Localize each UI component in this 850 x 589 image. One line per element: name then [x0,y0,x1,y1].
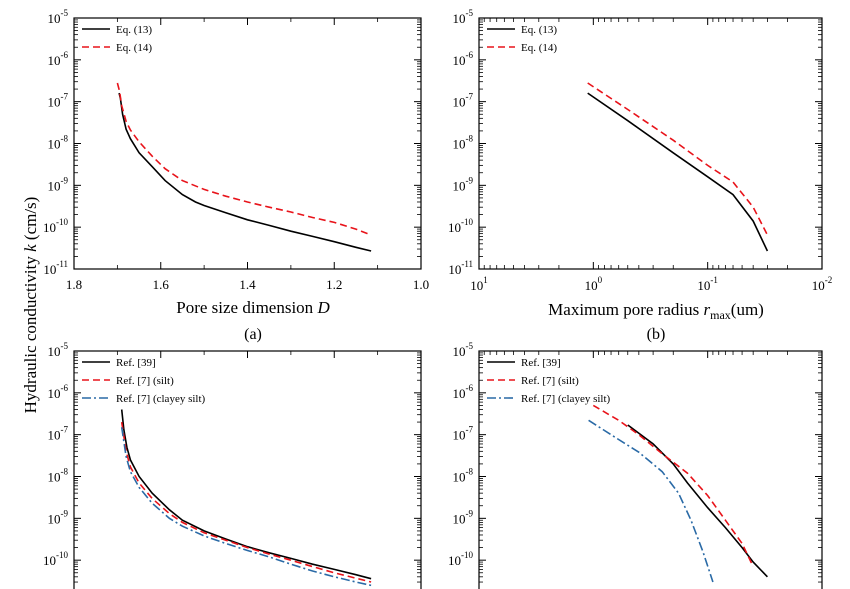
panel-tag-a: (a) [244,326,262,343]
panel-c-y-tick-label: 10-8 [48,467,69,485]
panel-a-y-tick-label: 10-5 [48,8,69,26]
y-axis-label-k: k [21,244,40,252]
panel-b-frame [478,17,823,270]
panel-a-x-tick-label: 1.6 [153,277,170,292]
panel-a-x-tick-label: 1.4 [239,277,256,292]
panel-a-y-tick-label: 10-9 [48,175,69,193]
panel-d-y-tick-label: 10-7 [453,425,474,443]
panel-a-y-tick-label: 10-6 [48,50,69,68]
panel-d: 10-10 10-9 10-8 10-7 10-6 10-5 Ref. [39] Ref. [… [448,341,823,589]
panel-b-y-tick-label: 10-6 [453,50,474,68]
panel-a-y-tick-label: 10-8 [48,134,69,152]
panel-d-series-line-1 [627,424,768,578]
x-axis-title-b-main: Maximum pore radius [548,300,703,319]
panel-b-legend-label-2: Eq. (14) [521,42,557,54]
panel-c-series-line-3 [120,427,372,587]
panel-a-y-tick-label: 10-7 [48,92,69,110]
panel-b-y-tick-label: 10-5 [453,8,474,26]
x-axis-title-b-unit: (um) [731,300,764,319]
panel-b-y-tick-label: 10-9 [453,175,474,193]
panel-d-y-tick-label: 10-8 [453,467,474,485]
y-axis-label: Hydraulic conductivity k (cm/s) [21,197,40,414]
x-axis-title-a-main: Pore size dimension [176,298,317,317]
x-axis-title-b-var: r [704,300,711,319]
panel-b-series-line-1 [587,92,769,252]
panel-c-legend-label-3: Ref. [7] (clayey silt) [116,393,206,405]
panel-a-x-tick-label: 1.0 [413,277,429,292]
panel-c-legend-label-2: Ref. [7] (silt) [116,375,174,387]
y-axis-label-group: Hydraulic conductivity k (cm/s) [21,197,40,414]
y-axis-label-main: Hydraulic conductivity [21,252,40,413]
panel-b-x-tick-label: 10-1 [697,275,718,293]
x-axis-title-a: Pore size dimension D (a) [176,298,330,343]
panel-d-series-line-2 [592,404,754,567]
panel-c: 10-10 10-9 10-8 10-7 10-6 10-5 Ref. [39] Ref. [… [43,341,422,589]
panel-b-legend-label-1: Eq. (13) [521,24,557,36]
panel-c-legend-label-1: Ref. [39] [116,357,156,369]
panel-b: 10-11 10-10 10-9 10-8 10-7 10-6 10-5 101 100 10-1… [448,8,832,293]
panel-a-series-line-2 [116,82,372,236]
panel-d-y-tick-label: 10-6 [453,383,474,401]
panel-a-y-tick-label: 10-11 [43,259,68,277]
panel-b-y-tick-label: 10-10 [448,217,473,235]
panel-d-y-tick-label: 10-5 [453,341,474,359]
panel-d-legend-label-2: Ref. [7] (silt) [521,375,579,387]
panel-d-legend-label-3: Ref. [7] (clayey silt) [521,393,611,405]
panel-b-x-tick-label: 10-2 [812,275,833,293]
panel-a-y-tick-label: 10-10 [43,217,68,235]
panel-c-y-tick-label: 10-5 [48,341,69,359]
panel-tag-b: (b) [647,326,666,343]
panel-a-legend-label-2: Eq. (14) [116,42,152,54]
panel-c-y-tick-label: 10-9 [48,508,69,526]
panel-b-x-tick-label: 101 [470,275,488,293]
panel-b-y-tick-label: 10-8 [453,134,474,152]
panel-d-y-tick-label: 10-9 [453,508,474,526]
panel-a-frame [73,17,422,270]
panel-d-series-line-3 [588,419,714,583]
x-axis-title-a-text: Pore size dimension D [176,298,330,317]
panel-a-series-line-1 [118,92,372,252]
panel-a: 10-11 10-10 10-9 10-8 10-7 10-6 10-5 1.8 1.6 1.4 1… [43,8,429,292]
panel-c-y-tick-label: 10-6 [48,383,69,401]
x-axis-title-b-text: Maximum pore radius rmax(um) [548,300,764,322]
panel-c-series-line-1 [120,409,372,580]
panel-c-series-line-2 [120,421,372,583]
panel-b-series-line-2 [587,82,769,236]
panel-a-legend-label-1: Eq. (13) [116,24,152,36]
panel-b-y-tick-label: 10-7 [453,92,474,110]
panel-b-x-tick-label: 100 [585,275,603,293]
panel-c-y-tick-label: 10-10 [43,550,68,568]
x-axis-title-b-sub: max [710,308,731,322]
y-axis-label-unit: (cm/s) [21,197,40,245]
panel-a-x-tick-label: 1.2 [326,277,342,292]
x-axis-title-b: Maximum pore radius rmax(um) (b) [548,300,764,343]
x-axis-title-a-var: D [316,298,330,317]
panel-b-y-tick-label: 10-11 [448,259,473,277]
panel-d-y-tick-label: 10-10 [448,550,473,568]
panel-d-legend-label-1: Ref. [39] [521,357,561,369]
panel-a-x-tick-label: 1.8 [66,277,82,292]
panel-c-y-tick-label: 10-7 [48,425,69,443]
